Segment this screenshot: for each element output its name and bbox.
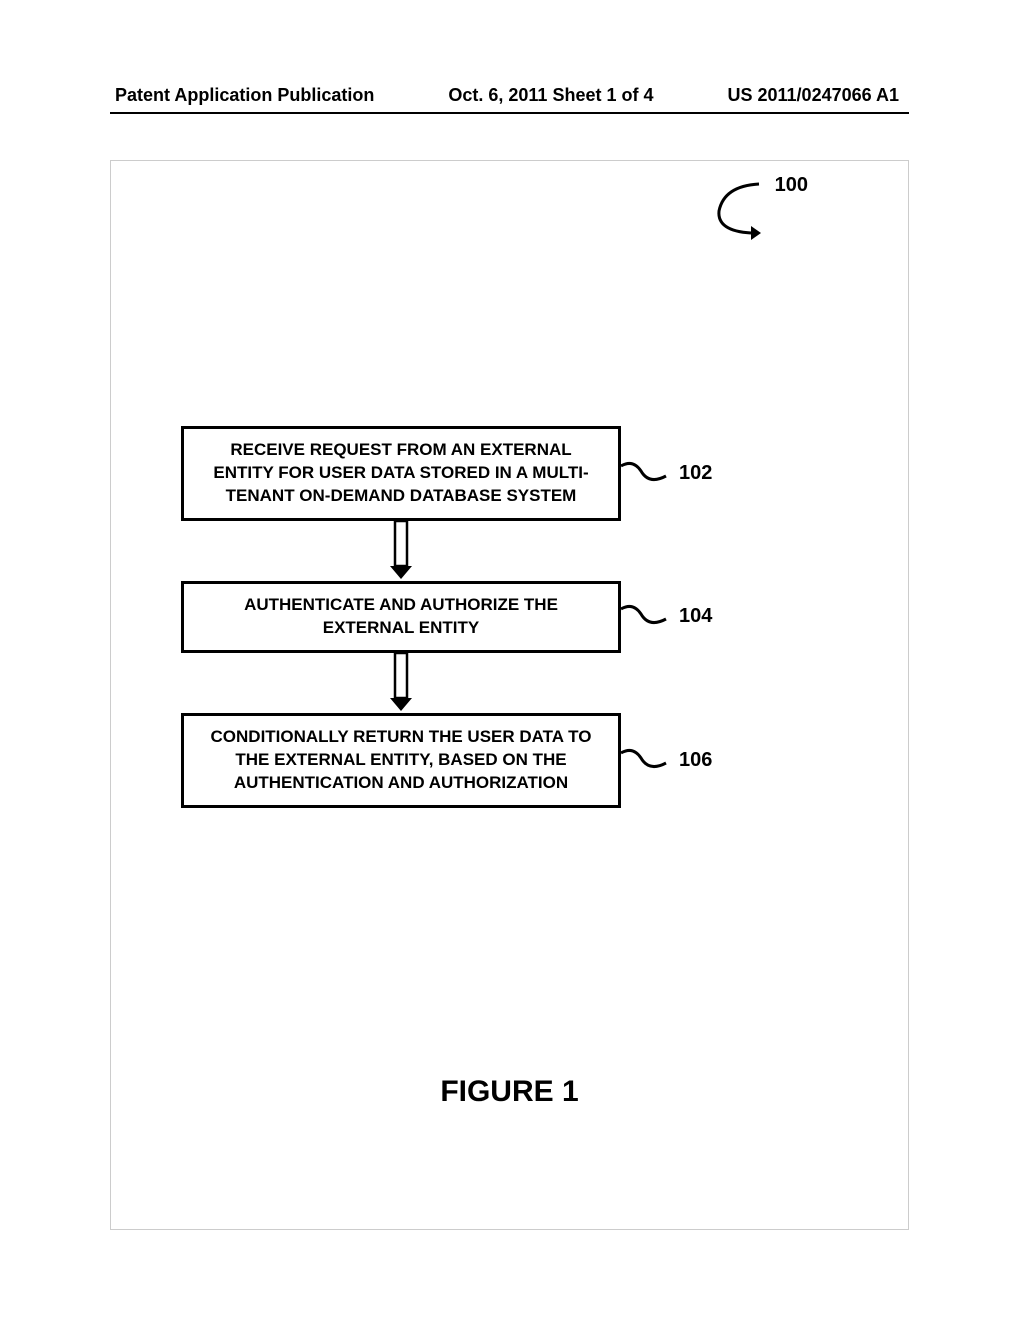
arrow-down-icon xyxy=(386,653,416,713)
squiggle-icon xyxy=(621,461,671,486)
box-label-1: 102 xyxy=(679,462,712,485)
label-connector-1: 102 xyxy=(621,461,712,486)
figure-caption: FIGURE 1 xyxy=(111,1075,908,1109)
header-rule xyxy=(110,112,909,114)
header-left: Patent Application Publication xyxy=(115,85,374,106)
squiggle-icon xyxy=(621,748,671,773)
arrow-1 xyxy=(181,521,621,581)
arrow-down-icon xyxy=(386,521,416,581)
header-center: Oct. 6, 2011 Sheet 1 of 4 xyxy=(448,85,653,106)
flowchart: RECEIVE REQUEST FROM AN EXTERNAL ENTITY … xyxy=(181,426,831,808)
squiggle-icon xyxy=(621,604,671,629)
label-connector-2: 104 xyxy=(621,604,712,629)
flow-box-1: RECEIVE REQUEST FROM AN EXTERNAL ENTITY … xyxy=(181,426,621,521)
figure-ref-label: 100 xyxy=(775,174,808,197)
arrow-2 xyxy=(181,653,621,713)
figure-ref-arrow-icon xyxy=(709,176,769,241)
flow-row-3: CONDITIONALLY RETURN THE USER DATA TO TH… xyxy=(181,713,831,808)
flow-box-3: CONDITIONALLY RETURN THE USER DATA TO TH… xyxy=(181,713,621,808)
figure-reference: 100 xyxy=(709,176,808,241)
page-header: Patent Application Publication Oct. 6, 2… xyxy=(0,85,1024,106)
diagram-frame: 100 RECEIVE REQUEST FROM AN EXTERNAL ENT… xyxy=(110,160,909,1230)
header-right: US 2011/0247066 A1 xyxy=(728,85,899,106)
flow-row-1: RECEIVE REQUEST FROM AN EXTERNAL ENTITY … xyxy=(181,426,831,521)
label-connector-3: 106 xyxy=(621,748,712,773)
box-label-3: 106 xyxy=(679,749,712,772)
flow-row-2: AUTHENTICATE AND AUTHORIZE THE EXTERNAL … xyxy=(181,581,831,653)
flow-box-2: AUTHENTICATE AND AUTHORIZE THE EXTERNAL … xyxy=(181,581,621,653)
box-label-2: 104 xyxy=(679,605,712,628)
